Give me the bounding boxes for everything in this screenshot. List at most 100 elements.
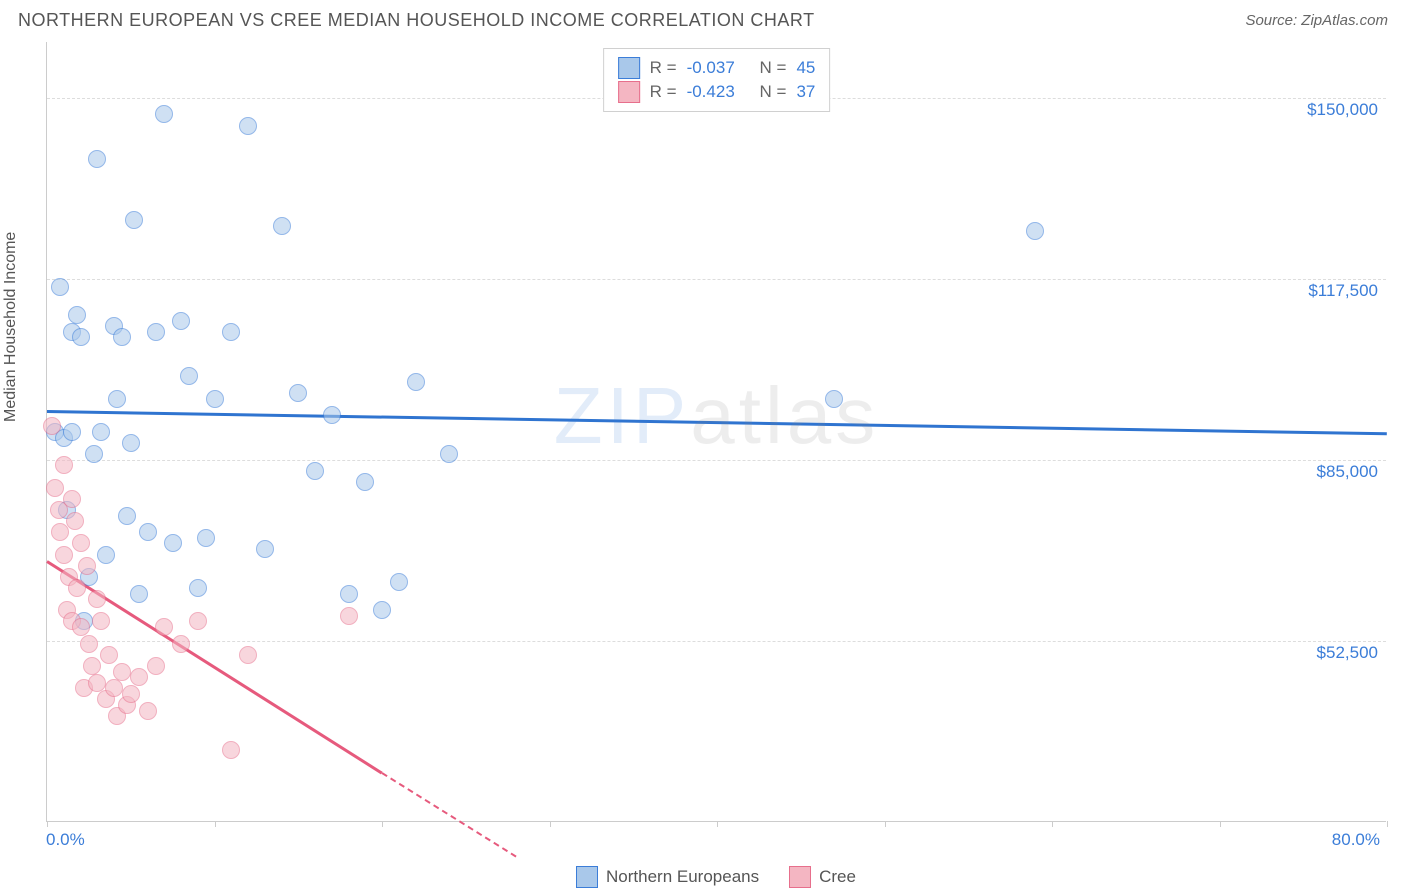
data-point — [78, 557, 96, 575]
data-point — [100, 646, 118, 664]
legend-label-cree: Cree — [819, 867, 856, 887]
y-axis-label: Median Household Income — [2, 232, 20, 422]
x-max-label: 80.0% — [1332, 830, 1380, 850]
x-min-label: 0.0% — [46, 830, 85, 850]
data-point — [66, 512, 84, 530]
data-point — [63, 490, 81, 508]
data-point — [125, 211, 143, 229]
data-point — [68, 306, 86, 324]
data-point — [172, 312, 190, 330]
data-point — [51, 523, 69, 541]
data-point — [180, 367, 198, 385]
legend-label-northern: Northern Europeans — [606, 867, 759, 887]
gridline — [47, 460, 1386, 461]
x-tick — [1220, 821, 1221, 827]
data-point — [825, 390, 843, 408]
data-point — [273, 217, 291, 235]
x-tick — [47, 821, 48, 827]
data-point — [323, 406, 341, 424]
x-tick — [215, 821, 216, 827]
x-tick — [382, 821, 383, 827]
data-point — [122, 434, 140, 452]
watermark-zip: ZIP — [554, 371, 690, 460]
data-point — [92, 612, 110, 630]
data-point — [306, 462, 324, 480]
data-point — [340, 585, 358, 603]
data-point — [239, 117, 257, 135]
data-point — [108, 390, 126, 408]
data-point — [289, 384, 307, 402]
data-point — [189, 612, 207, 630]
n-label: N = — [760, 82, 787, 102]
stats-row-cree: R = -0.423 N = 37 — [618, 81, 816, 103]
data-point — [139, 702, 157, 720]
series-legend: Northern Europeans Cree — [46, 866, 1386, 888]
trend-line — [381, 772, 516, 857]
data-point — [407, 373, 425, 391]
data-point — [390, 573, 408, 591]
data-point — [189, 579, 207, 597]
data-point — [83, 657, 101, 675]
data-point — [155, 618, 173, 636]
data-point — [239, 646, 257, 664]
legend-item-cree: Cree — [789, 866, 856, 888]
watermark: ZIPatlas — [554, 370, 879, 462]
data-point — [122, 685, 140, 703]
data-point — [147, 323, 165, 341]
data-point — [1026, 222, 1044, 240]
data-point — [63, 423, 81, 441]
r-value-cree: -0.423 — [687, 82, 735, 102]
y-tick-label: $150,000 — [1307, 100, 1378, 120]
swatch-cree-icon — [789, 866, 811, 888]
y-tick-label: $52,500 — [1317, 643, 1378, 663]
data-point — [55, 546, 73, 564]
data-point — [88, 150, 106, 168]
data-point — [130, 585, 148, 603]
legend-item-northern: Northern Europeans — [576, 866, 759, 888]
data-point — [55, 456, 73, 474]
data-point — [139, 523, 157, 541]
data-point — [340, 607, 358, 625]
data-point — [92, 423, 110, 441]
data-point — [172, 635, 190, 653]
y-tick-label: $117,500 — [1308, 281, 1378, 301]
data-point — [105, 679, 123, 697]
n-label: N = — [760, 58, 787, 78]
data-point — [113, 663, 131, 681]
y-tick-label: $85,000 — [1317, 462, 1378, 482]
data-point — [130, 668, 148, 686]
source-attribution: Source: ZipAtlas.com — [1245, 12, 1388, 29]
r-label: R = — [650, 58, 677, 78]
x-tick — [550, 821, 551, 827]
data-point — [222, 741, 240, 759]
data-point — [373, 601, 391, 619]
data-point — [440, 445, 458, 463]
data-point — [147, 657, 165, 675]
data-point — [85, 445, 103, 463]
x-tick — [1052, 821, 1053, 827]
swatch-northern-icon — [576, 866, 598, 888]
data-point — [46, 479, 64, 497]
data-point — [164, 534, 182, 552]
r-value-northern: -0.037 — [687, 58, 735, 78]
data-point — [72, 534, 90, 552]
data-point — [68, 579, 86, 597]
data-point — [113, 328, 131, 346]
data-point — [43, 417, 61, 435]
data-point — [197, 529, 215, 547]
stats-row-northern: R = -0.037 N = 45 — [618, 57, 816, 79]
x-tick — [1387, 821, 1388, 827]
n-value-cree: 37 — [796, 82, 815, 102]
gridline — [47, 279, 1386, 280]
data-point — [88, 674, 106, 692]
gridline — [47, 641, 1386, 642]
data-point — [118, 507, 136, 525]
data-point — [88, 590, 106, 608]
watermark-atlas: atlas — [690, 371, 879, 460]
data-point — [222, 323, 240, 341]
data-point — [206, 390, 224, 408]
swatch-cree-icon — [618, 81, 640, 103]
data-point — [155, 105, 173, 123]
x-tick — [885, 821, 886, 827]
r-label: R = — [650, 82, 677, 102]
